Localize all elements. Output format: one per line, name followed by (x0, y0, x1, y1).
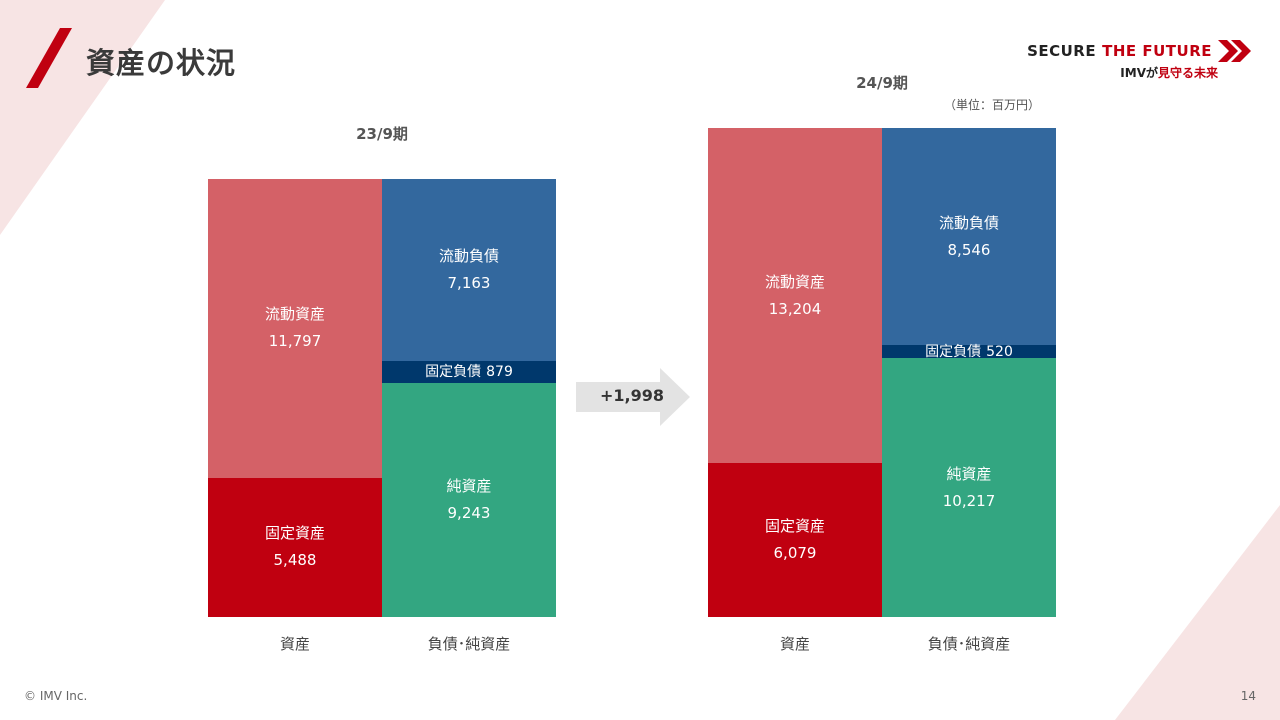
copyright: © IMV Inc. (24, 689, 88, 703)
segment-name-label: 流動資産 (764, 272, 825, 291)
category-label-1-1: 負債･純資産 (927, 635, 1011, 653)
tagline-part1: IMVが (1120, 66, 1158, 80)
brand-tagline: IMVが見守る未来 (1027, 64, 1218, 81)
bar-net-assets-1: 純資産 10,217 (882, 358, 1056, 617)
segment-name-label: 流動資産 (264, 305, 325, 324)
segment-name-label: 流動負債 (938, 213, 999, 232)
bar-current-assets-0: 流動資産 11,797 (208, 179, 382, 478)
bar-fixed-liabilities-1: 固定負債 520 (882, 343, 1056, 360)
segment-value-label: 9,243 (447, 503, 491, 522)
segment-value-label: 520 (986, 343, 1013, 360)
segment-value-label: 879 (486, 363, 513, 380)
bar-fixed-liabilities-0: 固定負債 879 (382, 360, 556, 383)
page-title: 資産の状況 (86, 46, 237, 80)
bar-net-assets-0: 純資産 9,243 (382, 382, 556, 617)
category-label-1-0: 資産 (779, 635, 810, 653)
segment-name-label: 固定負債 (925, 343, 982, 360)
chart-title-1: 24/9期 (856, 74, 908, 93)
brand-logo: SECURE THE FUTURE IMVが見守る未来 (1027, 40, 1252, 81)
segment-name-label: 純資産 (446, 476, 492, 495)
unit-note: （単位：百万円） (943, 98, 1040, 112)
page-number: 14 (1240, 689, 1256, 703)
segment-value-label: 11,797 (268, 332, 322, 351)
category-label-0-1: 負債･純資産 (427, 635, 511, 653)
double-chevron-icon (1218, 40, 1251, 62)
brand-text-secure: SECURE (1027, 42, 1097, 60)
segment-value-label: 8,546 (947, 240, 991, 259)
brand-text-future: THE FUTURE (1102, 42, 1212, 60)
increase-arrow-icon (576, 368, 690, 426)
bar-fixed-assets-0: 固定資産 5,488 (208, 477, 382, 617)
segment-value-label: 10,217 (942, 491, 996, 510)
bar-current-liabilities-1: 流動負債 8,546 (882, 128, 1056, 345)
bar-current-assets-1: 流動資産 13,204 (708, 128, 882, 463)
tagline-part2: 見守る未来 (1157, 66, 1218, 80)
title-slash-icon (26, 28, 72, 88)
segment-value-label: 6,079 (773, 543, 817, 562)
segment-name-label: 固定負債 (425, 363, 482, 380)
chart-title-0: 23/9期 (356, 125, 408, 143)
category-label-0-0: 資産 (279, 635, 310, 653)
segment-name-label: 固定資産 (264, 524, 325, 543)
bar-fixed-assets-1: 固定資産 6,079 (708, 462, 882, 617)
segment-value-label: 7,163 (447, 273, 491, 292)
segment-name-label: 固定資産 (764, 516, 825, 535)
segment-name-label: 純資産 (946, 464, 992, 483)
segment-value-label: 5,488 (273, 551, 317, 570)
bar-current-liabilities-0: 流動負債 7,163 (382, 179, 556, 361)
increase-label: +1,998 (599, 386, 664, 405)
segment-name-label: 流動負債 (438, 246, 499, 265)
segment-value-label: 13,204 (768, 299, 822, 318)
